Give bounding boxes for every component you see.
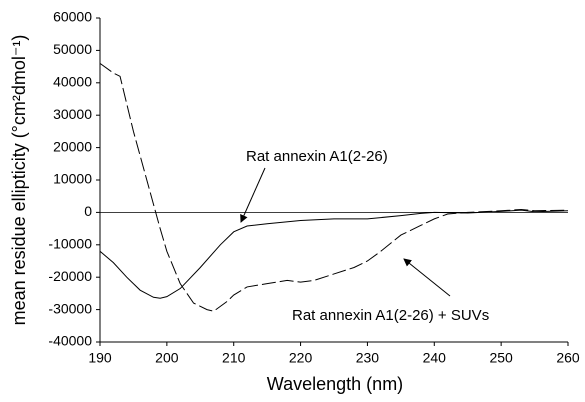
- series-line: [99, 209, 569, 299]
- annotation-arrow: [403, 258, 451, 297]
- x-tick-label: 260: [556, 350, 580, 366]
- x-tick-label: 230: [356, 350, 380, 366]
- series-line: [99, 62, 569, 312]
- annotation: Rat annexin A1(2-26) + SUVs: [292, 307, 489, 324]
- x-tick-label: 220: [289, 350, 313, 366]
- y-tick-label: -20000: [48, 268, 92, 284]
- y-tick-label: -40000: [48, 333, 92, 349]
- x-tick-label: 200: [155, 350, 179, 366]
- annotation: Rat annexin A1(2-26): [246, 148, 388, 165]
- y-axis-title: mean residue ellipticity (°cm²dmol⁻¹): [9, 35, 29, 326]
- y-tick-label: 0: [84, 203, 92, 219]
- x-tick-label: 210: [222, 350, 246, 366]
- y-tick-label: 10000: [53, 171, 92, 187]
- annotation-arrow: [240, 167, 266, 223]
- y-tick-label: 40000: [53, 74, 92, 90]
- x-tick-label: 190: [88, 350, 112, 366]
- x-axis-title: Wavelength (nm): [267, 374, 403, 394]
- y-tick-label: -10000: [48, 236, 92, 252]
- y-tick-label: 20000: [53, 138, 92, 154]
- y-tick-label: 50000: [53, 41, 92, 57]
- y-tick-label: 30000: [53, 106, 92, 122]
- x-tick-label: 250: [489, 350, 513, 366]
- y-tick-label: 60000: [53, 9, 92, 25]
- y-tick-label: -30000: [48, 300, 92, 316]
- x-tick-label: 240: [423, 350, 447, 366]
